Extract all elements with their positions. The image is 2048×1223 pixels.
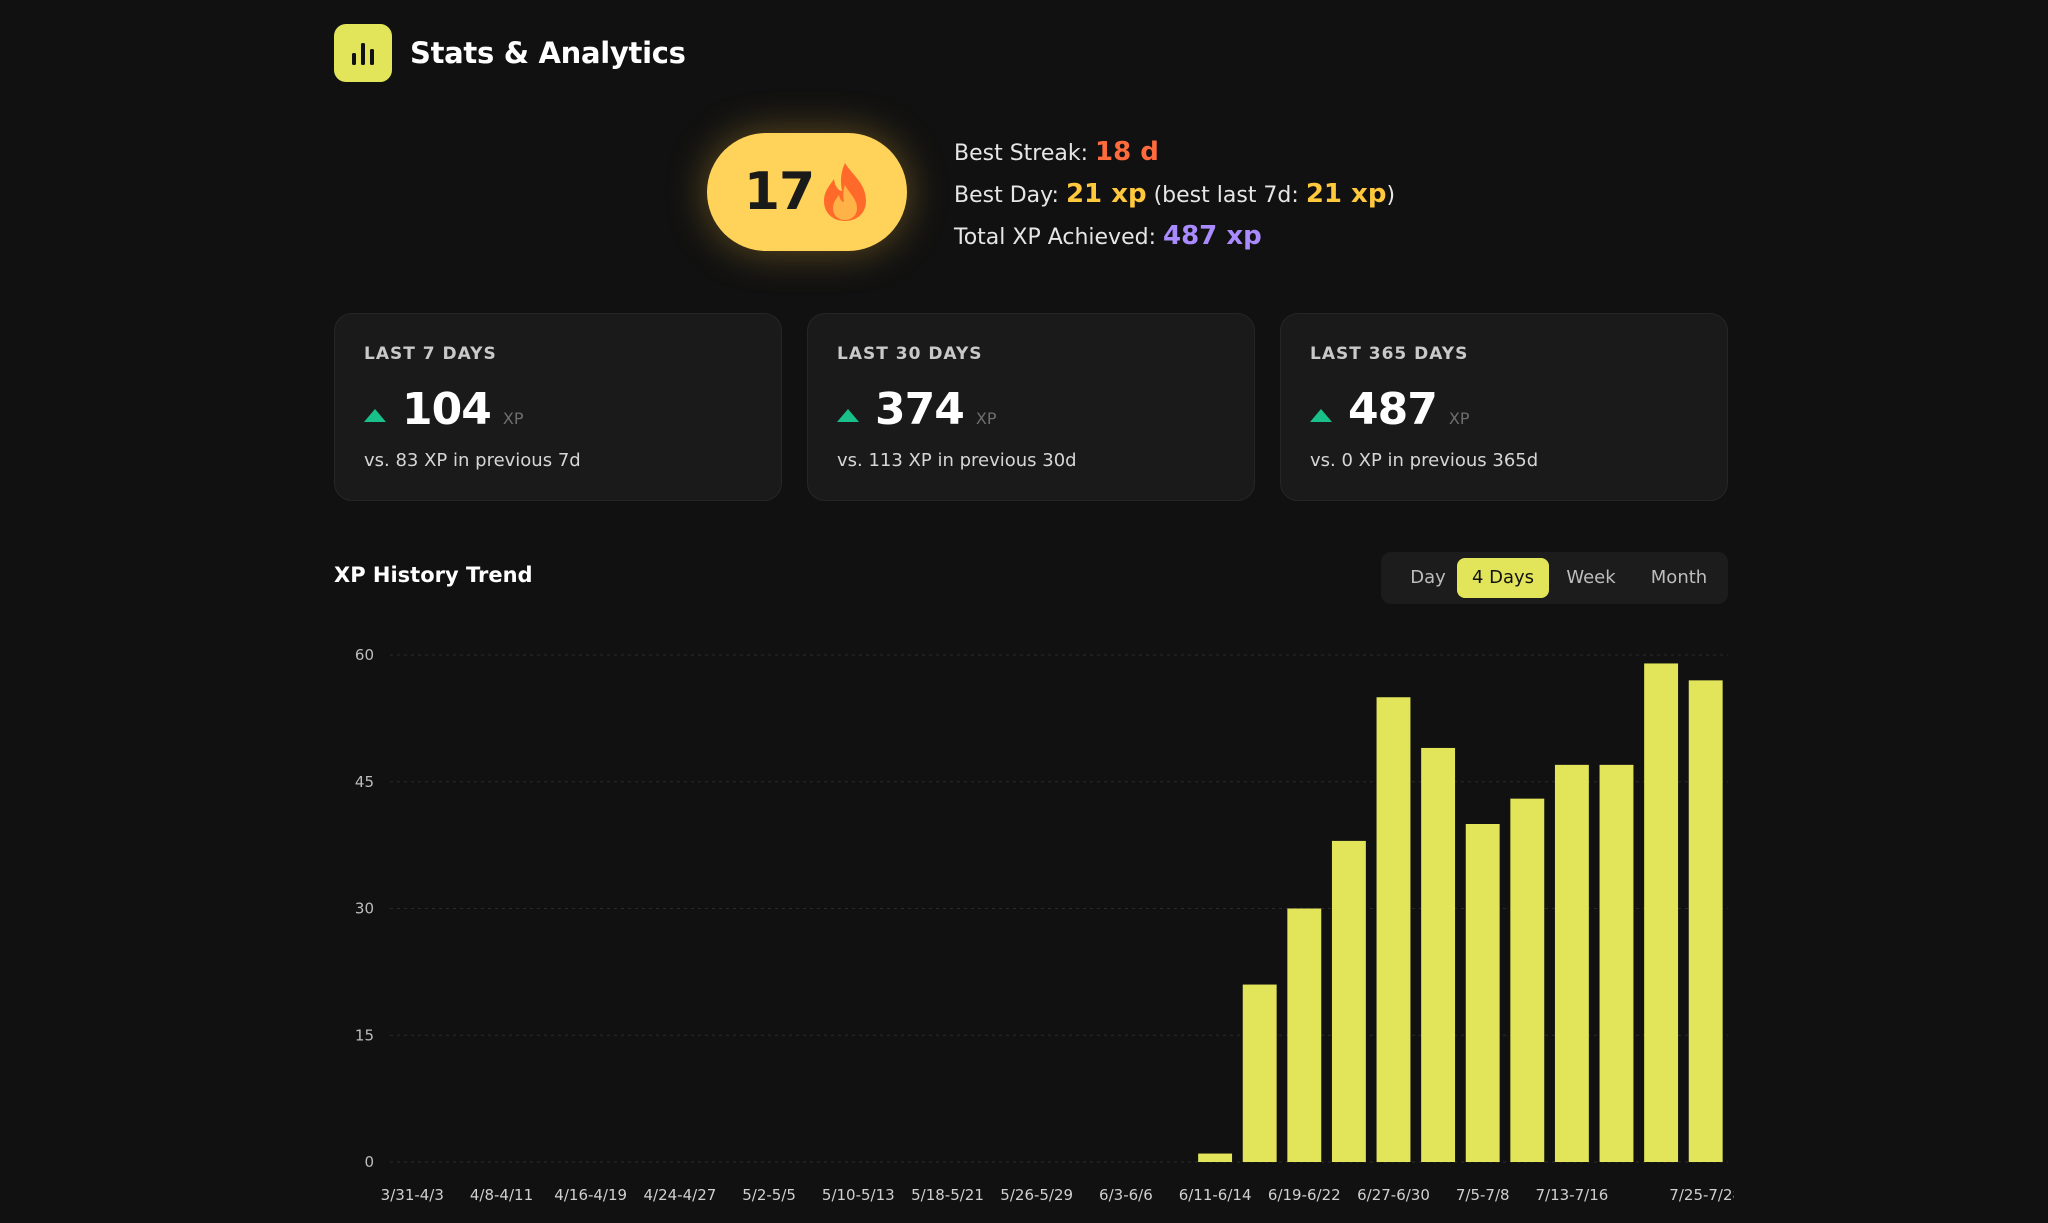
bar xyxy=(1644,663,1679,1162)
card-unit: XP xyxy=(502,409,524,428)
page-header: Stats & Analytics xyxy=(334,24,686,82)
bar xyxy=(1510,798,1545,1162)
x-tick-label: 7/13-7/16 xyxy=(1536,1186,1609,1204)
card-label: LAST 30 DAYS xyxy=(837,344,983,364)
bar xyxy=(1198,1153,1233,1162)
total-xp-label: Total XP Achieved: xyxy=(954,225,1156,250)
trend-up-icon xyxy=(364,409,386,422)
card-last-7-days: LAST 7 DAYS 104 XP vs. 83 XP in previous… xyxy=(334,313,782,501)
bar xyxy=(1465,824,1500,1162)
page-title: Stats & Analytics xyxy=(410,36,686,70)
best-last7-label: (best last 7d: xyxy=(1153,183,1299,208)
bar xyxy=(1599,764,1634,1162)
best-day-row: Best Day: 21 xp (best last 7d: 21 xp) xyxy=(954,174,1395,216)
streak-stats: Best Streak: 18 d Best Day: 21 xp (best … xyxy=(954,132,1395,258)
card-unit: XP xyxy=(975,409,997,428)
x-tick-label: 5/2-5/5 xyxy=(742,1186,796,1204)
trend-title: XP History Trend xyxy=(334,563,533,587)
card-label: LAST 365 DAYS xyxy=(1310,344,1469,364)
x-tick-label: 4/24-4/27 xyxy=(644,1186,717,1204)
toggle-day-button[interactable]: Day xyxy=(1410,567,1446,588)
card-unit: XP xyxy=(1448,409,1470,428)
total-xp-value: 487 xp xyxy=(1163,221,1262,251)
current-streak-badge: 17 xyxy=(707,133,907,251)
bar xyxy=(1242,984,1277,1162)
card-comparison: vs. 0 XP in previous 365d xyxy=(1310,450,1539,471)
range-toggle: Day 4 Days Week Month xyxy=(1381,552,1728,604)
y-tick-label: 0 xyxy=(364,1153,374,1171)
card-label: LAST 7 DAYS xyxy=(364,344,497,364)
x-tick-label: 6/19-6/22 xyxy=(1268,1186,1341,1204)
best-day-label: Best Day: xyxy=(954,183,1059,208)
card-comparison: vs. 113 XP in previous 30d xyxy=(837,450,1077,471)
trend-up-icon xyxy=(837,409,859,422)
best-streak-value: 18 d xyxy=(1095,137,1159,167)
x-tick-label: 6/11-6/14 xyxy=(1179,1186,1252,1204)
current-streak-value: 17 xyxy=(743,162,815,222)
x-tick-label: 4/8-4/11 xyxy=(470,1186,533,1204)
y-tick-label: 45 xyxy=(355,773,374,791)
card-value: 487 xyxy=(1348,384,1438,435)
toggle-month-button[interactable]: Month xyxy=(1650,567,1708,588)
total-xp-row: Total XP Achieved: 487 xp xyxy=(954,216,1395,258)
bar-chart-icon xyxy=(334,24,392,82)
toggle-4-days-button[interactable]: 4 Days xyxy=(1457,558,1549,598)
x-tick-label: 3/31-4/3 xyxy=(381,1186,444,1204)
card-last-365-days: LAST 365 DAYS 487 XP vs. 0 XP in previou… xyxy=(1280,313,1728,501)
toggle-week-button[interactable]: Week xyxy=(1566,567,1616,588)
flame-icon xyxy=(824,163,867,221)
best-streak-row: Best Streak: 18 d xyxy=(954,132,1395,174)
y-tick-label: 15 xyxy=(355,1026,374,1044)
card-value: 104 xyxy=(402,384,492,435)
best-streak-label: Best Streak: xyxy=(954,141,1089,166)
bar xyxy=(1688,680,1723,1162)
bar xyxy=(1287,908,1322,1162)
best-last7-close: ) xyxy=(1386,183,1396,208)
x-tick-label: 5/26-5/29 xyxy=(1000,1186,1073,1204)
summary-cards: LAST 7 DAYS 104 XP vs. 83 XP in previous… xyxy=(334,313,1729,503)
card-value: 374 xyxy=(875,384,965,435)
best-last7-value: 21 xp xyxy=(1305,179,1387,209)
x-tick-label: 5/10-5/13 xyxy=(822,1186,895,1204)
x-tick-label: 7/25-7/28 xyxy=(1669,1186,1734,1204)
x-tick-label: 7/5-7/8 xyxy=(1456,1186,1510,1204)
x-tick-label: 4/16-4/19 xyxy=(554,1186,627,1204)
card-comparison: vs. 83 XP in previous 7d xyxy=(364,450,581,471)
card-last-30-days: LAST 30 DAYS 374 XP vs. 113 XP in previo… xyxy=(807,313,1255,501)
bar xyxy=(1376,697,1411,1162)
y-tick-label: 30 xyxy=(355,900,374,918)
best-day-value: 21 xp xyxy=(1065,179,1147,209)
bar xyxy=(1554,764,1589,1162)
trend-up-icon xyxy=(1310,409,1332,422)
bar xyxy=(1331,840,1366,1162)
y-tick-label: 60 xyxy=(355,646,374,664)
x-tick-label: 6/3-6/6 xyxy=(1099,1186,1153,1204)
x-tick-label: 5/18-5/21 xyxy=(911,1186,984,1204)
bar xyxy=(1421,747,1456,1162)
x-tick-label: 6/27-6/30 xyxy=(1357,1186,1430,1204)
xp-history-chart: 0 15 30 45 60 3/31-4/3 4/8-4/11 4/16-4/19 4/24-4… xyxy=(355,646,1734,1204)
